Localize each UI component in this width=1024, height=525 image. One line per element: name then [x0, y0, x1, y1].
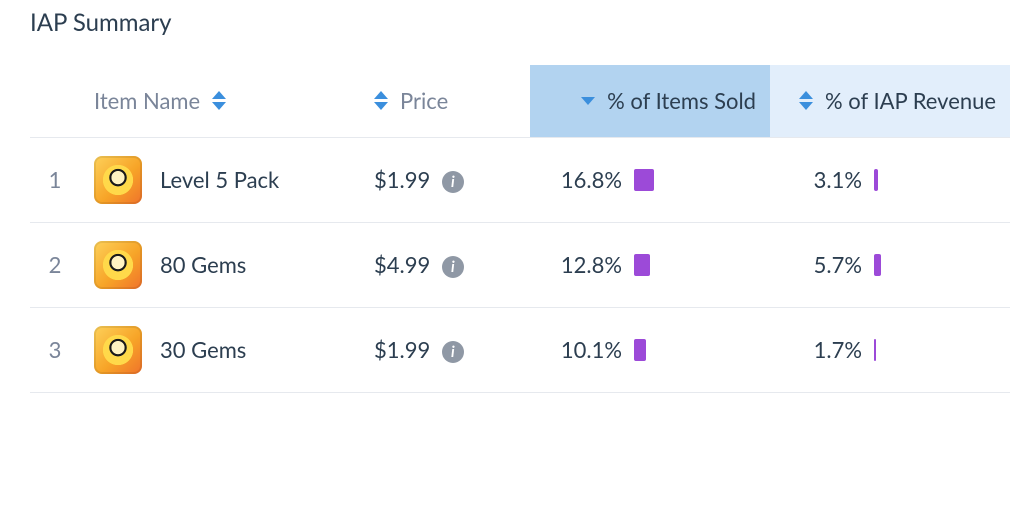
- section-title: IAP Summary: [30, 0, 1004, 65]
- info-icon[interactable]: i: [442, 341, 464, 363]
- table-header-row: Item Name Price: [30, 65, 1010, 137]
- cell-price: $1.99 i: [360, 307, 530, 392]
- sort-icon[interactable]: [374, 91, 388, 110]
- col-header-pct-iap-revenue[interactable]: % of IAP Revenue: [770, 65, 1010, 137]
- row-rank: 1: [30, 137, 80, 222]
- col-header-label: Price: [400, 87, 448, 114]
- row-rank: 2: [30, 222, 80, 307]
- sort-icon[interactable]: [799, 91, 813, 110]
- pct-items-sold-value: 12.8%: [544, 251, 622, 278]
- col-header-price[interactable]: Price: [360, 65, 530, 137]
- cell-item: 80 Gems: [80, 222, 360, 307]
- row-rank: 3: [30, 307, 80, 392]
- pct-items-sold-bar: [634, 251, 756, 279]
- app-icon: [94, 156, 142, 204]
- price-value: $1.99: [374, 166, 430, 193]
- price-value: $1.99: [374, 336, 430, 363]
- sort-icon[interactable]: [212, 91, 226, 110]
- cell-pct-items-sold: 10.1%: [530, 307, 770, 392]
- app-icon: [94, 241, 142, 289]
- pct-iap-revenue-value: 1.7%: [784, 336, 862, 363]
- info-icon[interactable]: i: [442, 171, 464, 193]
- app-icon: [94, 326, 142, 374]
- pct-iap-revenue-bar: [874, 336, 996, 364]
- item-name: Level 5 Pack: [160, 166, 279, 193]
- cell-pct-items-sold: 12.8%: [530, 222, 770, 307]
- cell-item: Level 5 Pack: [80, 137, 360, 222]
- pct-items-sold-value: 10.1%: [544, 336, 622, 363]
- price-value: $4.99: [374, 251, 430, 278]
- pct-items-sold-value: 16.8%: [544, 166, 622, 193]
- table-row: 1 Level 5 Pack $1.99 i 16.8% 3.1%: [30, 137, 1010, 222]
- iap-summary-table: Item Name Price: [30, 65, 1010, 393]
- col-header-item-name[interactable]: Item Name: [80, 65, 360, 137]
- pct-items-sold-bar: [634, 166, 756, 194]
- cell-pct-iap-revenue: 3.1%: [770, 137, 1010, 222]
- pct-items-sold-bar: [634, 336, 756, 364]
- col-header-rank: [30, 65, 80, 137]
- info-icon[interactable]: i: [442, 256, 464, 278]
- item-name: 30 Gems: [160, 336, 246, 363]
- table-row: 2 80 Gems $4.99 i 12.8% 5.7%: [30, 222, 1010, 307]
- item-name: 80 Gems: [160, 251, 246, 278]
- pct-iap-revenue-bar: [874, 251, 996, 279]
- cell-price: $1.99 i: [360, 137, 530, 222]
- pct-iap-revenue-value: 3.1%: [784, 166, 862, 193]
- cell-pct-iap-revenue: 5.7%: [770, 222, 1010, 307]
- cell-pct-items-sold: 16.8%: [530, 137, 770, 222]
- col-header-label: % of Items Sold: [607, 87, 756, 115]
- sort-icon[interactable]: [581, 97, 595, 105]
- cell-price: $4.99 i: [360, 222, 530, 307]
- pct-iap-revenue-bar: [874, 166, 996, 194]
- col-header-label: Item Name: [94, 87, 200, 114]
- pct-iap-revenue-value: 5.7%: [784, 251, 862, 278]
- col-header-label: % of IAP Revenue: [825, 87, 996, 115]
- cell-item: 30 Gems: [80, 307, 360, 392]
- cell-pct-iap-revenue: 1.7%: [770, 307, 1010, 392]
- col-header-pct-items-sold[interactable]: % of Items Sold: [530, 65, 770, 137]
- table-row: 3 30 Gems $1.99 i 10.1% 1.7%: [30, 307, 1010, 392]
